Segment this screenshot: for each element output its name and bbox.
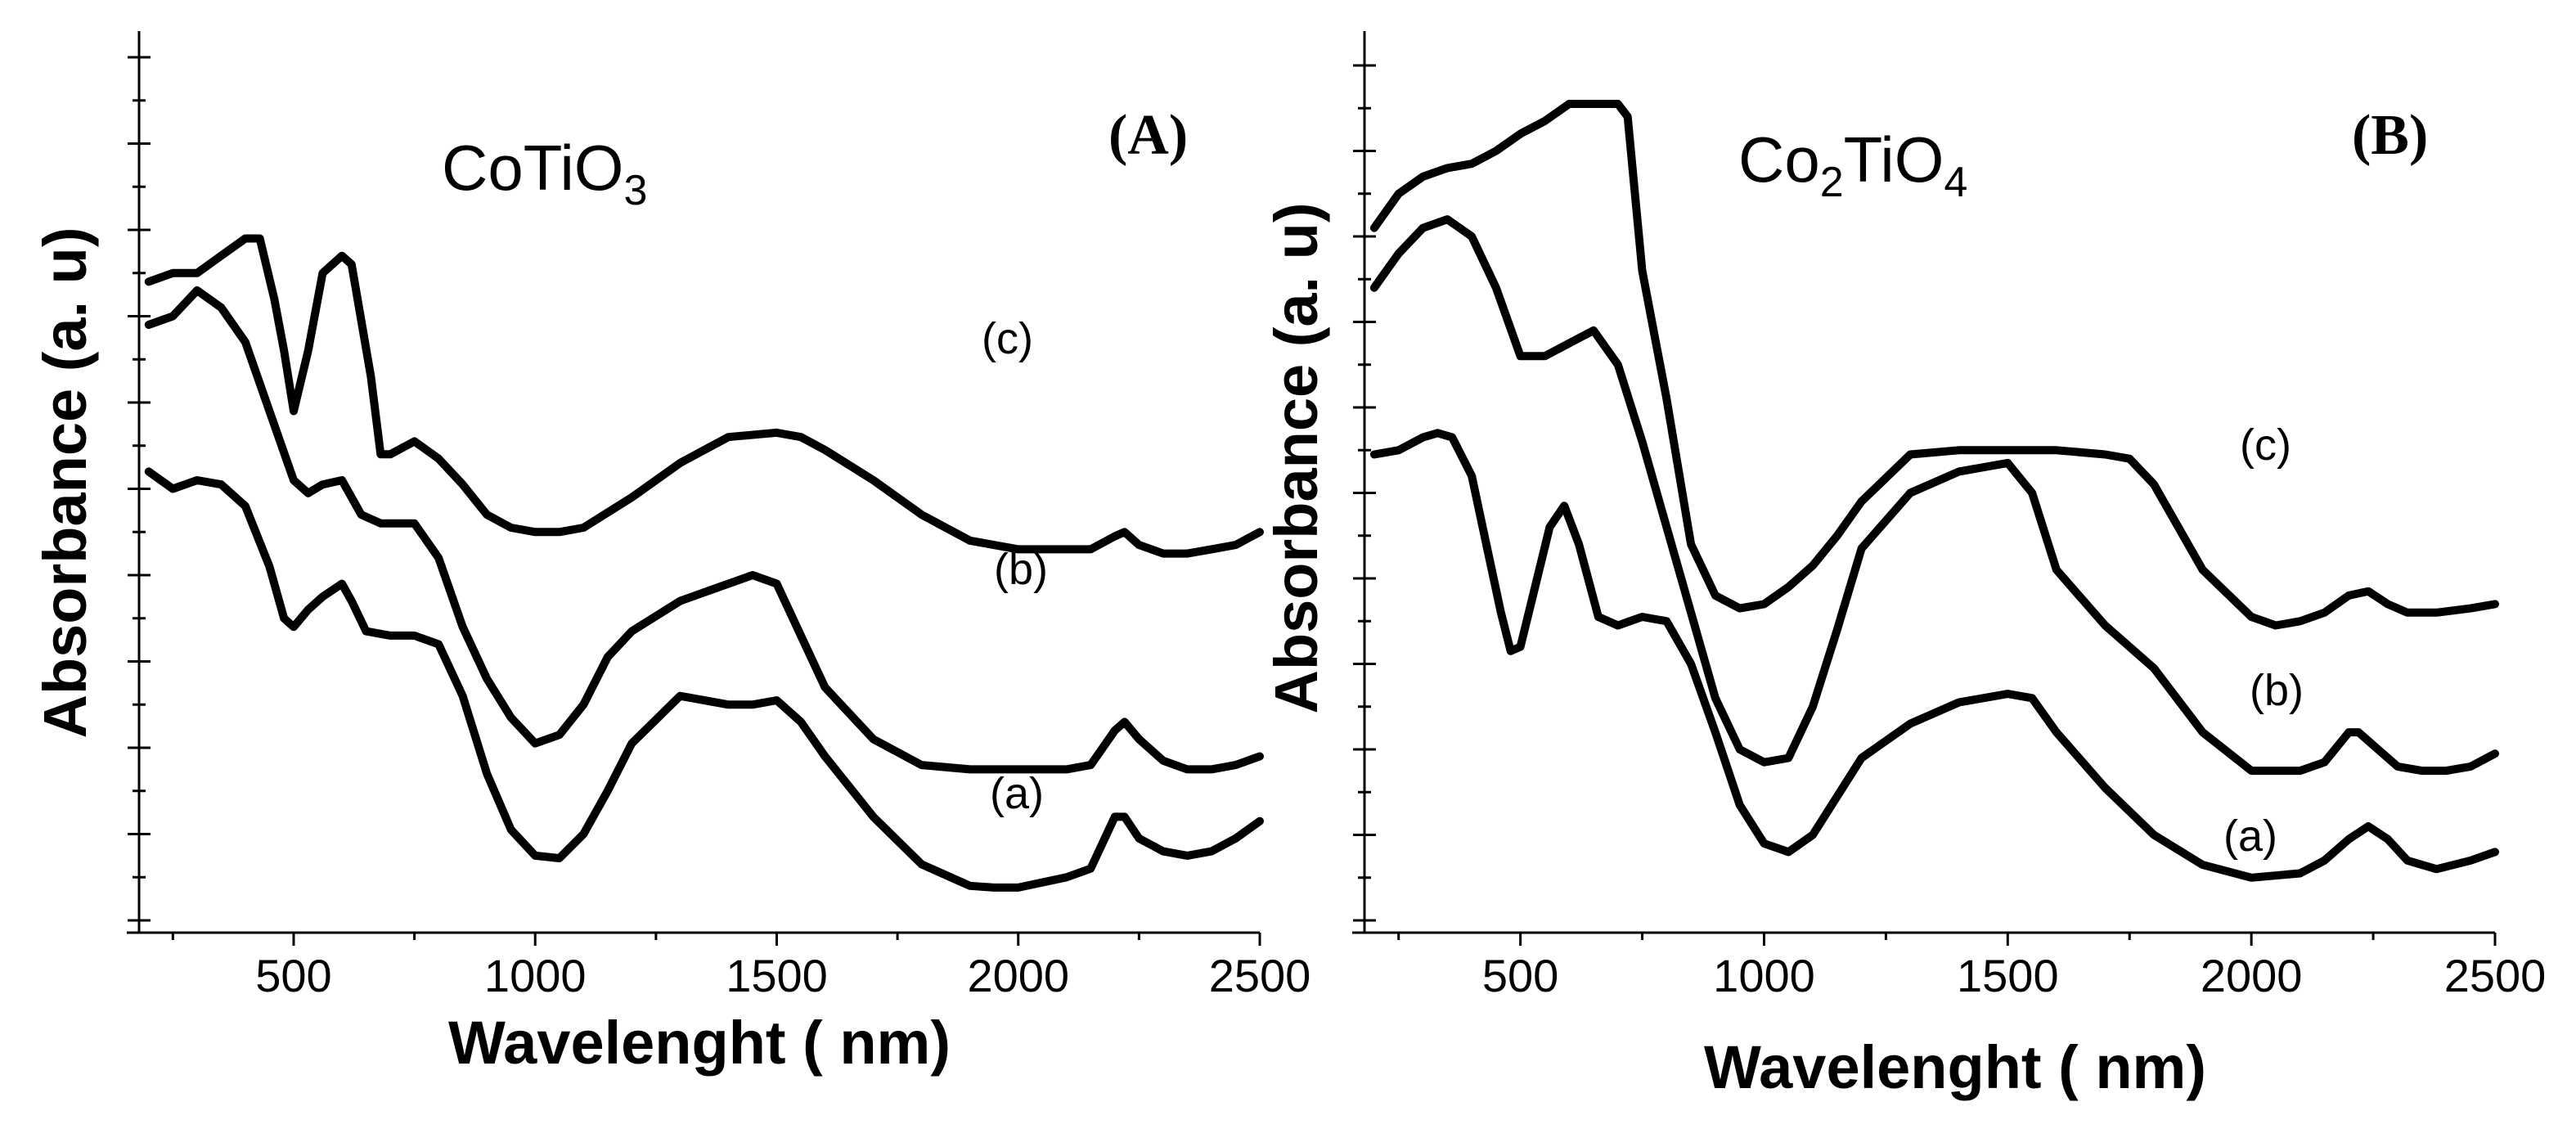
- panel-b-curve-label-c: (c): [2240, 421, 2291, 470]
- panel-b-curve-b: [1369, 215, 2499, 776]
- panel-a-x-tick-label-2000: 2000: [967, 950, 1069, 1001]
- panel-b-y-ticks: [1353, 64, 1376, 922]
- panel-b-x-tick-label-1500: 1500: [1957, 950, 2059, 1001]
- panel-a-curve-c: [144, 234, 1264, 558]
- panel-a-formula-main: CoTiO: [442, 132, 623, 204]
- panel-a-x-tick-label-1000: 1000: [484, 950, 587, 1001]
- panel-b: 500 1000 1500 2000 2500 Wavelenght ( nm) Abs…: [1262, 31, 2546, 1101]
- panel-a-curve-b: [144, 286, 1264, 774]
- panel-b-x-tick-label-1000: 1000: [1713, 950, 1815, 1001]
- panel-b-formula-main-2: TiO: [1844, 124, 1944, 196]
- panel-b-compound-formula: Co2TiO4: [1738, 124, 1967, 206]
- panel-a-x-tick-label-500: 500: [255, 950, 331, 1001]
- panel-a-curves: [144, 234, 1264, 892]
- panel-a-curve-label-a: (a): [990, 769, 1044, 818]
- panel-b-y-axis-title: Absorbance (a. u): [1262, 203, 1330, 714]
- panel-b-formula-sub-2: 4: [1944, 159, 1967, 206]
- panel-a-x-ticks: 500 1000 1500 2000 2500: [171, 933, 1311, 1001]
- panel-a-curve-a: [144, 467, 1264, 892]
- panel-b-x-tick-label-500: 500: [1482, 950, 1558, 1001]
- panel-b-curve-c: [1369, 100, 2499, 630]
- panel-a-x-tick-label-2500: 2500: [1209, 950, 1311, 1001]
- panel-b-curve-label-b: (b): [2250, 666, 2304, 715]
- panel-a-curve-label-b: (b): [994, 545, 1048, 594]
- panel-b-curves: [1369, 100, 2499, 882]
- panel-b-label: (B): [2352, 104, 2428, 167]
- panel-b-formula-sub-1: 2: [1820, 159, 1844, 206]
- panel-a-formula-sub: 3: [623, 167, 647, 214]
- panel-b-x-tick-label-2500: 2500: [2444, 950, 2547, 1001]
- panel-b-x-axis-title: Wavelenght ( nm): [1704, 1033, 2206, 1101]
- panel-b-curve-a: [1369, 429, 2499, 882]
- panel-a-compound-formula: CoTiO3: [442, 132, 647, 214]
- panel-a-x-tick-label-1500: 1500: [726, 950, 828, 1001]
- panel-a: 500 1000 1500 2000 2500 Wavelenght ( nm) Abs…: [31, 31, 1310, 1077]
- panel-b-x-tick-label-2000: 2000: [2201, 950, 2303, 1001]
- panel-a-y-ticks: [128, 56, 151, 922]
- panel-a-label: (A): [1108, 104, 1188, 167]
- panel-b-formula-main-1: Co: [1738, 124, 1820, 196]
- panel-a-curve-label-c: (c): [982, 314, 1033, 363]
- panel-b-curve-label-a: (a): [2223, 812, 2277, 861]
- panel-b-x-ticks: 500 1000 1500 2000 2500: [1397, 933, 2547, 1001]
- panel-a-x-axis-title: Wavelenght ( nm): [448, 1009, 951, 1077]
- panel-a-y-axis-title: Absorbance (a. u): [31, 227, 99, 739]
